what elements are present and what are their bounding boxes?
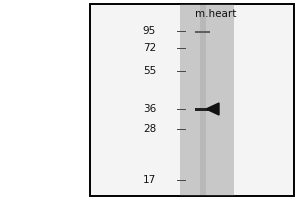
Text: 17: 17 xyxy=(143,175,156,185)
Bar xyxy=(200,4,206,196)
Bar xyxy=(180,4,234,196)
Text: 55: 55 xyxy=(143,66,156,76)
Bar xyxy=(195,30,210,33)
Text: 36: 36 xyxy=(143,104,156,114)
Bar xyxy=(195,108,210,111)
Text: 95: 95 xyxy=(143,26,156,36)
Bar xyxy=(90,4,294,196)
Bar xyxy=(90,4,294,196)
Text: 72: 72 xyxy=(143,43,156,53)
Text: m.heart: m.heart xyxy=(195,9,237,19)
Polygon shape xyxy=(206,103,219,115)
Text: 28: 28 xyxy=(143,124,156,134)
